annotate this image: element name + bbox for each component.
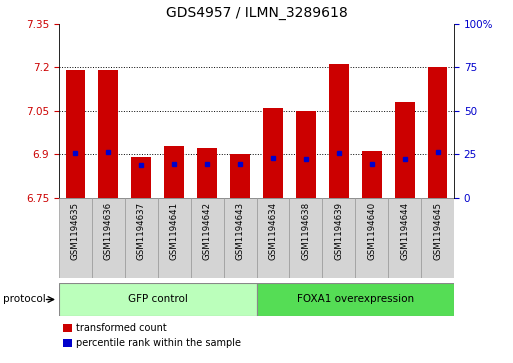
Bar <box>296 111 315 198</box>
Text: GSM1194635: GSM1194635 <box>71 202 80 260</box>
FancyBboxPatch shape <box>92 198 125 278</box>
Text: GSM1194641: GSM1194641 <box>170 202 179 260</box>
FancyBboxPatch shape <box>421 198 454 278</box>
FancyBboxPatch shape <box>191 198 224 278</box>
FancyBboxPatch shape <box>256 198 289 278</box>
Bar <box>329 64 349 198</box>
FancyBboxPatch shape <box>59 283 256 316</box>
Text: GSM1194637: GSM1194637 <box>137 202 146 260</box>
Bar <box>230 154 250 198</box>
Text: GFP control: GFP control <box>128 294 188 305</box>
Legend: transformed count, percentile rank within the sample: transformed count, percentile rank withi… <box>59 319 245 352</box>
Text: GSM1194640: GSM1194640 <box>367 202 376 260</box>
Text: GSM1194638: GSM1194638 <box>301 202 310 260</box>
Text: GSM1194639: GSM1194639 <box>334 202 343 260</box>
Text: GSM1194634: GSM1194634 <box>268 202 278 260</box>
Bar <box>263 108 283 198</box>
Bar <box>197 148 217 198</box>
FancyBboxPatch shape <box>256 283 454 316</box>
Text: FOXA1 overexpression: FOXA1 overexpression <box>297 294 414 305</box>
FancyBboxPatch shape <box>388 198 421 278</box>
Bar <box>394 102 415 198</box>
FancyBboxPatch shape <box>355 198 388 278</box>
Bar <box>164 146 184 198</box>
FancyBboxPatch shape <box>125 198 158 278</box>
Text: GSM1194642: GSM1194642 <box>203 202 212 260</box>
Bar <box>98 70 118 198</box>
FancyBboxPatch shape <box>289 198 322 278</box>
Bar <box>131 157 151 198</box>
Bar <box>362 151 382 198</box>
Text: GSM1194643: GSM1194643 <box>235 202 245 260</box>
Title: GDS4957 / ILMN_3289618: GDS4957 / ILMN_3289618 <box>166 6 347 20</box>
Text: GSM1194645: GSM1194645 <box>433 202 442 260</box>
Bar <box>428 67 447 198</box>
Text: GSM1194644: GSM1194644 <box>400 202 409 260</box>
Text: GSM1194636: GSM1194636 <box>104 202 113 260</box>
FancyBboxPatch shape <box>59 198 92 278</box>
FancyBboxPatch shape <box>224 198 256 278</box>
Text: protocol: protocol <box>3 294 45 305</box>
FancyBboxPatch shape <box>322 198 355 278</box>
FancyBboxPatch shape <box>158 198 191 278</box>
Bar <box>66 70 85 198</box>
